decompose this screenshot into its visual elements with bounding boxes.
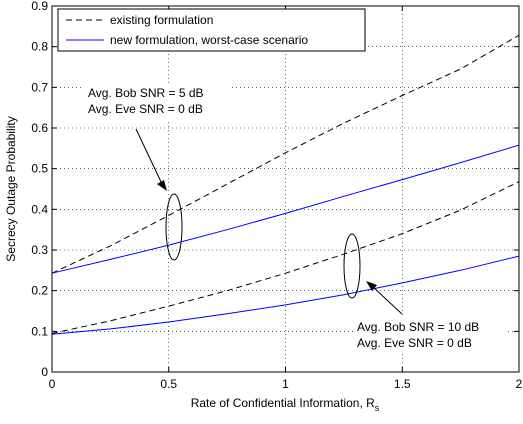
x-tick-label: 0.5 [160,377,177,391]
y-tick-label: 0.1 [31,324,48,338]
x-axis-title: Rate of Confidential Information, Rs [191,396,380,413]
annotation-bob-5db-arrowhead [157,180,167,191]
annotation-bob-5db-ellipse [165,193,183,261]
annotation-bob-10db-line2: Avg. Eve SNR = 0 dB [357,336,472,350]
annotation-bob-5db-arrow-line [135,128,164,187]
legend-box [57,8,366,52]
y-tick-label: 0.3 [31,243,48,257]
axis-ticks [51,5,520,373]
annotation-bob-5db-line1: Avg. Bob SNR = 5 dB [88,86,204,100]
legend-label-new: new formulation, worst-case scenario [110,33,308,47]
y-tick-label: 0.4 [31,202,48,216]
series-line-new-bob-10db [51,255,520,335]
annotation-bob-10db-line1: Avg. Bob SNR = 10 dB [357,320,479,334]
x-tick-label: 2 [516,377,523,391]
y-tick-label: 0 [41,365,48,379]
legend: existing formulation new formulation, wo… [57,8,366,52]
legend-label-existing: existing formulation [110,13,213,27]
x-tick-label: 1 [282,377,289,391]
y-tick-label: 0.6 [31,121,48,135]
y-axis-title: Secrecy Outage Probability [4,116,18,261]
annotation-bob-10db-ellipse [343,233,361,299]
annotation-bob-10db-background [354,316,506,352]
y-tick-label: 0.7 [31,80,48,94]
x-tick-label: 0 [49,377,56,391]
y-tick-label: 0.5 [31,162,48,176]
tick-labels: 0 0.5 1 1.5 2 0 0.1 0.2 0.3 0.4 0.5 0.6 0.7 0.8 0.9 [31,0,522,391]
annotation-bob-5db-background [84,83,232,119]
annotation-bob-10db-arrowhead [366,281,377,291]
grid [52,6,519,372]
series-lines [51,34,520,335]
x-tick-label: 1.5 [394,377,411,391]
y-tick-label: 0.8 [31,40,48,54]
y-tick-label: 0.9 [31,0,48,13]
series-line-existing-bob-5db [51,34,520,274]
annotation-bob-5db: Avg. Bob SNR = 5 dB Avg. Eve SNR = 0 dB [84,83,232,261]
y-tick-label: 0.2 [31,284,48,298]
series-line-existing-bob-10db [51,181,520,334]
annotation-bob-5db-line2: Avg. Eve SNR = 0 dB [88,102,203,116]
annotation-bob-10db-arrow-line [371,285,403,315]
series-line-new-bob-5db [51,144,520,274]
annotation-bob-10db: Avg. Bob SNR = 10 dB Avg. Eve SNR = 0 dB [343,233,506,352]
